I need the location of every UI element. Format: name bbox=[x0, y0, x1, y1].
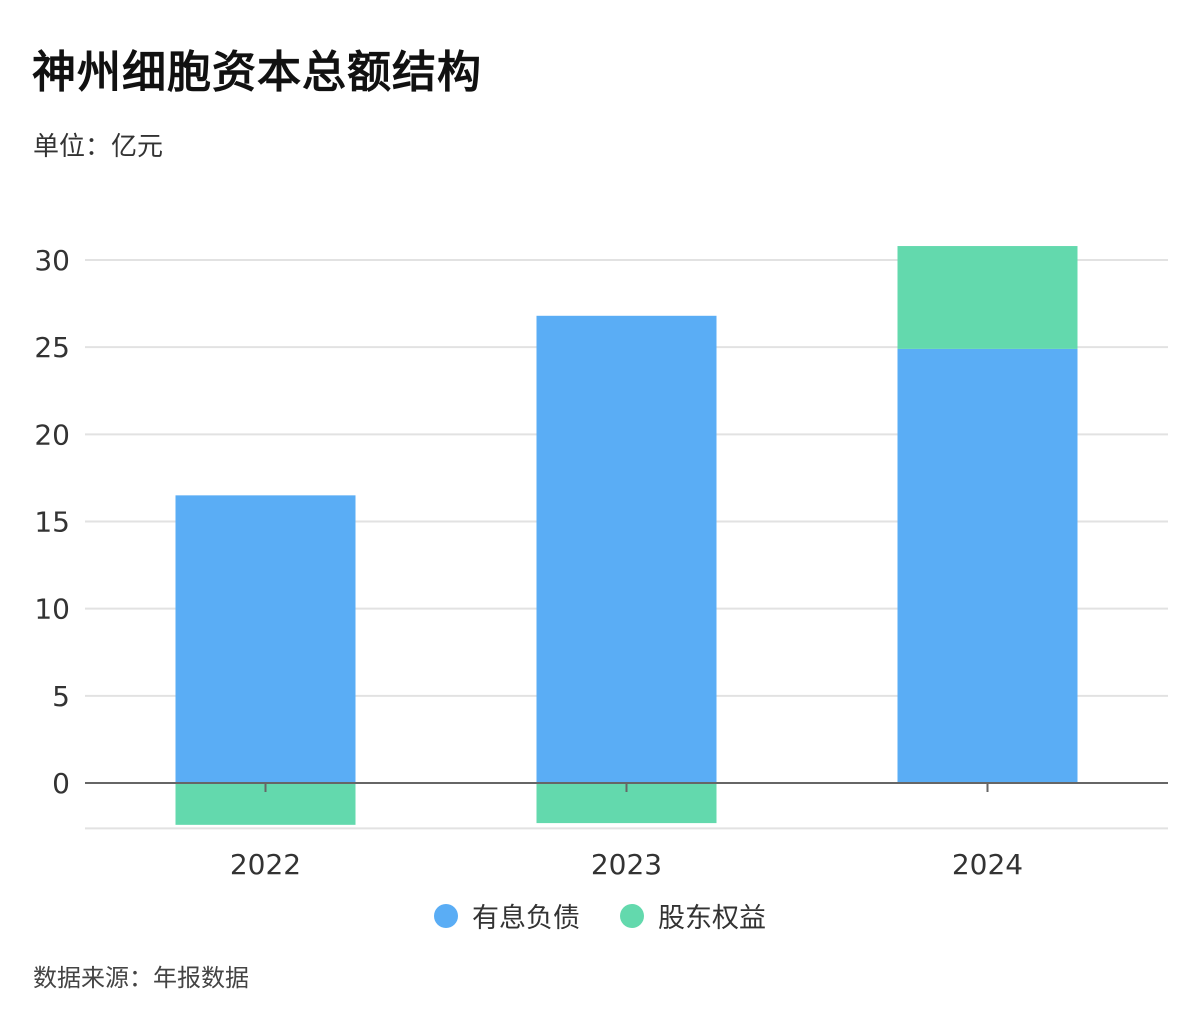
y-tick-label: 10 bbox=[34, 593, 70, 626]
bar-equity-2024 bbox=[897, 246, 1078, 349]
data-source-note: 数据来源：年报数据 bbox=[33, 964, 249, 992]
x-tick-label: 2024 bbox=[952, 848, 1023, 881]
legend-label: 股东权益 bbox=[658, 903, 766, 934]
x-tick-label: 2023 bbox=[591, 848, 662, 881]
legend-swatch bbox=[620, 903, 644, 928]
x-tick-label: 2022 bbox=[230, 848, 301, 881]
y-tick-label: 30 bbox=[34, 244, 70, 277]
bar-debt-2023 bbox=[536, 315, 717, 783]
tick-labels: 0 5 10 15 20 25 30 2022 2023 2024 bbox=[34, 244, 1023, 881]
y-tick-label: 25 bbox=[34, 331, 70, 364]
y-tick-label: 0 bbox=[52, 767, 70, 800]
unit-label: 单位：亿元 bbox=[33, 132, 164, 162]
y-tick-label: 20 bbox=[34, 418, 70, 451]
chart-title: 神州细胞资本总额结构 bbox=[32, 47, 482, 98]
y-tick-label: 5 bbox=[52, 680, 70, 713]
legend-swatch bbox=[434, 903, 458, 928]
legend: 有息负债 股东权益 bbox=[0, 896, 1200, 935]
legend-item-debt: 有息负债 bbox=[434, 896, 580, 935]
axes bbox=[85, 782, 1168, 792]
bars bbox=[175, 246, 1078, 825]
y-tick-label: 15 bbox=[34, 506, 70, 539]
legend-label: 有息负债 bbox=[472, 903, 580, 934]
bar-debt-2024 bbox=[897, 348, 1078, 783]
bar-debt-2022 bbox=[175, 495, 356, 783]
legend-item-equity: 股东权益 bbox=[620, 896, 766, 935]
